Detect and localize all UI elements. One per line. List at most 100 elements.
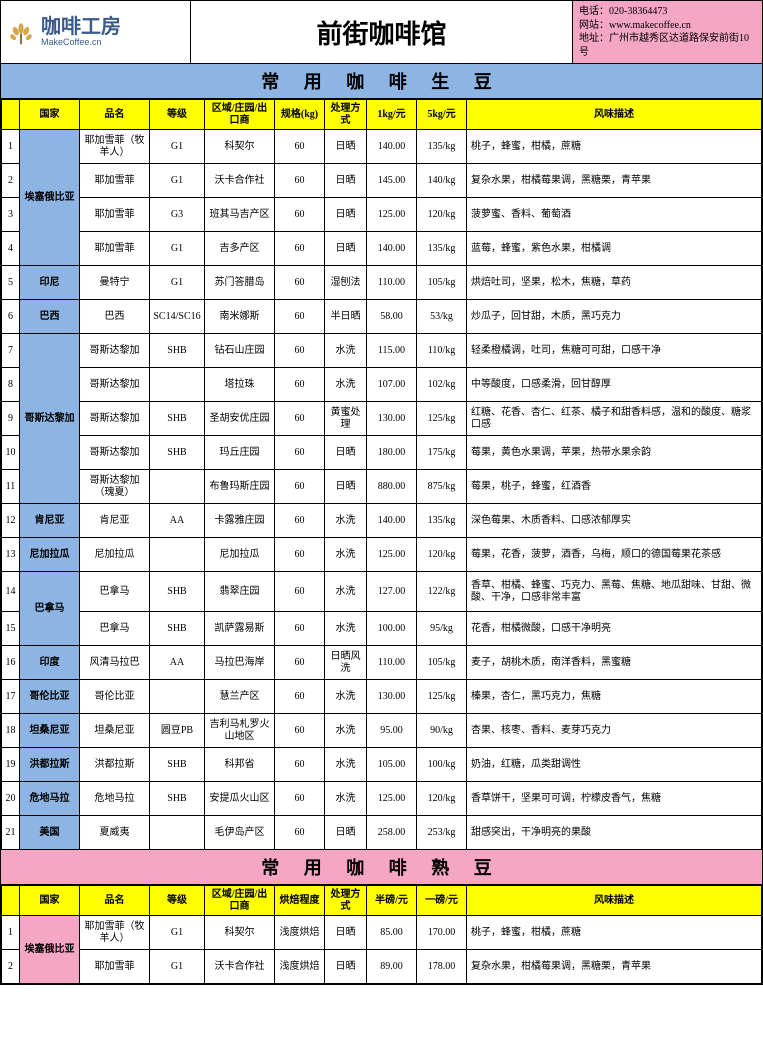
col-idx (2, 886, 20, 916)
data-cell: 耶加雪菲 (80, 198, 150, 232)
data-cell: 哥斯达黎加 (80, 436, 150, 470)
flavor-cell: 烘焙吐司，坚果，松木，焦糖，草药 (467, 266, 762, 300)
data-cell: 耶加雪菲 (80, 950, 150, 984)
col-grade: 等级 (150, 100, 205, 130)
row-index: 21 (2, 816, 20, 850)
section-header-roasted: 常 用 咖 啡 熟 豆 (1, 850, 762, 885)
data-cell: 85.00 (367, 916, 417, 950)
col-country: 国家 (20, 100, 80, 130)
data-cell (150, 470, 205, 504)
row-index: 8 (2, 368, 20, 402)
data-cell: 日晒 (325, 198, 367, 232)
data-cell: 125/kg (417, 680, 467, 714)
data-cell: 水洗 (325, 680, 367, 714)
data-cell: 水洗 (325, 572, 367, 612)
data-cell: 53/kg (417, 300, 467, 334)
col-name: 品名 (80, 886, 150, 916)
data-cell: 巴拿马 (80, 612, 150, 646)
flavor-cell: 香草、柑橘、蜂蜜、巧克力、黑莓、焦糖、地瓜甜味、甘甜、微酸、干净，口感非常丰富 (467, 572, 762, 612)
data-cell: 125.00 (367, 198, 417, 232)
data-cell: 125.00 (367, 782, 417, 816)
data-cell: 科契尔 (205, 130, 275, 164)
data-cell: 圣胡安优庄园 (205, 402, 275, 436)
country-cell: 哥斯达黎加 (20, 334, 80, 504)
data-cell: 肯尼亚 (80, 504, 150, 538)
data-cell: 122/kg (417, 572, 467, 612)
data-cell: 60 (275, 782, 325, 816)
data-cell: 日晒 (325, 436, 367, 470)
data-cell: 哥斯达黎加（瑰夏） (80, 470, 150, 504)
data-cell: 坦桑尼亚 (80, 714, 150, 748)
table-row: 6巴西巴西SC14/SC16南米娜斯60半日晒58.0053/kg炒瓜子，回甘甜… (2, 300, 762, 334)
data-cell: 马拉巴海岸 (205, 646, 275, 680)
data-cell: 日晒 (325, 470, 367, 504)
data-cell: 110.00 (367, 266, 417, 300)
data-cell: 耶加雪菲（牧羊人） (80, 130, 150, 164)
data-cell: 140.00 (367, 504, 417, 538)
table-row: 17哥伦比亚哥伦比亚慧兰产区60水洗130.00125/kg榛果，杏仁，黑巧克力… (2, 680, 762, 714)
logo-text-main: 咖啡工房 (41, 17, 121, 37)
data-cell: 班其马吉产区 (205, 198, 275, 232)
country-cell: 埃塞俄比亚 (20, 916, 80, 984)
logo-text-sub: MakeCoffee.cn (41, 37, 121, 47)
row-index: 1 (2, 130, 20, 164)
data-cell: 60 (275, 130, 325, 164)
data-cell: 哥伦比亚 (80, 680, 150, 714)
data-cell: G1 (150, 266, 205, 300)
flavor-cell: 花香，柑橘微酸，口感干净明亮 (467, 612, 762, 646)
flavor-cell: 菠萝蜜、香料、葡萄酒 (467, 198, 762, 232)
col-country: 国家 (20, 886, 80, 916)
row-index: 2 (2, 950, 20, 984)
table-row: 14巴拿马巴拿马SHB翡翠庄园60水洗127.00122/kg香草、柑橘、蜂蜜、… (2, 572, 762, 612)
data-cell: 60 (275, 538, 325, 572)
data-cell: 875/kg (417, 470, 467, 504)
data-cell: 258.00 (367, 816, 417, 850)
data-cell: SHB (150, 782, 205, 816)
table-row: 3耶加雪菲G3班其马吉产区60日晒125.00120/kg菠萝蜜、香料、葡萄酒 (2, 198, 762, 232)
data-cell: G1 (150, 916, 205, 950)
col-grade: 等级 (150, 886, 205, 916)
data-cell: 100/kg (417, 748, 467, 782)
row-index: 3 (2, 198, 20, 232)
col-flavor: 风味描述 (467, 886, 762, 916)
data-cell: 180.00 (367, 436, 417, 470)
coffee-plant-icon (7, 18, 35, 46)
logo-cell: 咖啡工房 MakeCoffee.cn (1, 1, 191, 63)
table-row: 7哥斯达黎加哥斯达黎加SHB钻石山庄园60水洗115.00110/kg轻柔橙橘调… (2, 334, 762, 368)
data-cell: 水洗 (325, 334, 367, 368)
row-index: 12 (2, 504, 20, 538)
table-row: 9哥斯达黎加SHB圣胡安优庄园60黄蜜处理130.00125/kg红糖、花香、杏… (2, 402, 762, 436)
col-region: 区域/庄园/出口商 (205, 886, 275, 916)
data-cell: 135/kg (417, 232, 467, 266)
country-cell: 洪都拉斯 (20, 748, 80, 782)
data-cell: AA (150, 646, 205, 680)
flavor-cell: 榛果，杏仁，黑巧克力，焦糖 (467, 680, 762, 714)
data-cell: 120/kg (417, 198, 467, 232)
data-cell: G1 (150, 164, 205, 198)
row-index: 7 (2, 334, 20, 368)
data-cell: 135/kg (417, 130, 467, 164)
data-cell: SC14/SC16 (150, 300, 205, 334)
data-cell: G1 (150, 950, 205, 984)
data-cell: 105/kg (417, 646, 467, 680)
country-cell: 巴拿马 (20, 572, 80, 646)
col-price5: 5kg/元 (417, 100, 467, 130)
table-row: 5印尼曼特宁G1苏门答腊岛60湿刨法110.00105/kg烘焙吐司，坚果，松木… (2, 266, 762, 300)
data-cell: 日晒 (325, 950, 367, 984)
table-row: 13尼加拉瓜尼加拉瓜尼加拉瓜60水洗125.00120/kg莓果，花香，菠萝，酒… (2, 538, 762, 572)
data-cell: 耶加雪菲 (80, 164, 150, 198)
data-cell: 吉多产区 (205, 232, 275, 266)
data-cell: AA (150, 504, 205, 538)
col-name: 品名 (80, 100, 150, 130)
col-process: 处理方式 (325, 100, 367, 130)
data-cell: 60 (275, 266, 325, 300)
data-cell: 水洗 (325, 538, 367, 572)
data-cell: 140.00 (367, 130, 417, 164)
data-cell: 日晒风洗 (325, 646, 367, 680)
data-cell: 89.00 (367, 950, 417, 984)
row-index: 1 (2, 916, 20, 950)
row-index: 13 (2, 538, 20, 572)
data-cell: SHB (150, 402, 205, 436)
data-cell: 60 (275, 470, 325, 504)
country-cell: 印尼 (20, 266, 80, 300)
